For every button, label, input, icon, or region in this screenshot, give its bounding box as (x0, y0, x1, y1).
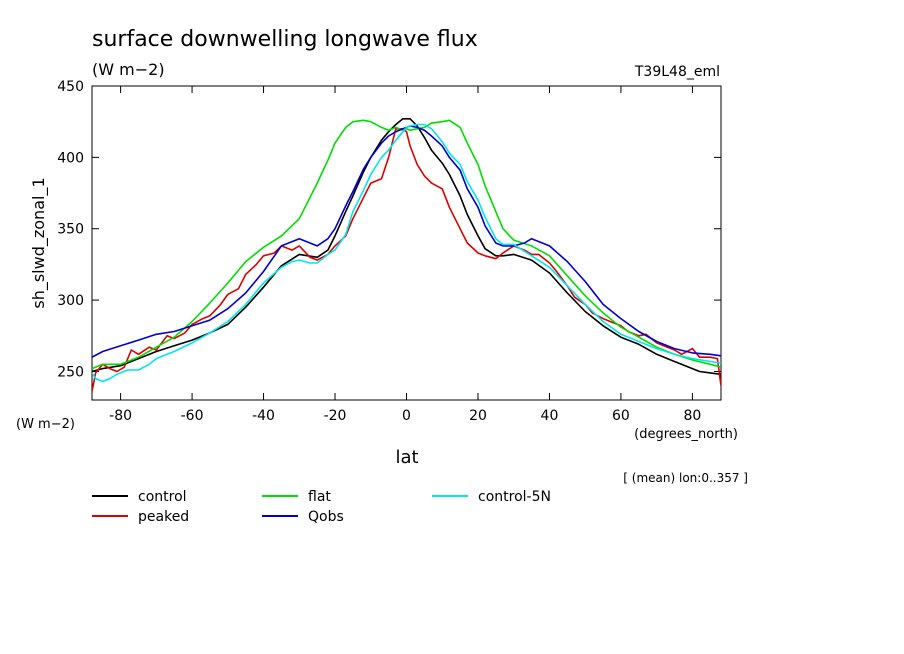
series-line-control-5n (92, 123, 721, 383)
x-tick-label: 20 (469, 408, 487, 424)
series-lines (92, 118, 721, 392)
series-line-qobs (92, 125, 721, 358)
x-axis-units: (degrees_north) (634, 427, 738, 442)
run-label: T39L48_eml (634, 64, 720, 80)
x-tick-label: -20 (324, 408, 347, 424)
y-axis-label: sh_slwd_zonal_1 (29, 177, 49, 308)
y-tick-label: 300 (57, 293, 84, 309)
y-tick-label: 350 (57, 222, 84, 238)
x-tick-label: 40 (541, 408, 559, 424)
y-tick-label: 400 (57, 150, 84, 166)
y-tick-label: 250 (57, 364, 84, 380)
legend-label: flat (308, 489, 331, 505)
legend-label: control (138, 489, 187, 505)
chart-units: (W m−2) (92, 60, 165, 79)
series-line-control (92, 118, 721, 376)
x-tick-label: -40 (252, 408, 275, 424)
legend-label: Qobs (308, 509, 344, 525)
mean-note: [ (mean) lon:0..357 ] (623, 471, 748, 485)
series-line-flat (92, 119, 721, 370)
x-tick-label: 80 (683, 408, 701, 424)
x-tick-label: 60 (612, 408, 630, 424)
legend: control peaked flat Qobs control-5N (92, 489, 551, 525)
y-axis-units: (W m−2) (16, 417, 75, 432)
y-tick-label: 450 (57, 79, 84, 95)
x-tick-label: -80 (109, 408, 132, 424)
x-tick-label: -60 (181, 408, 204, 424)
x-tick-label: 0 (402, 408, 411, 424)
axis-ticks: -80 -60 -40 -20 0 20 40 60 80 250 300 350 400 450 (57, 79, 721, 424)
legend-label: peaked (138, 509, 189, 525)
series-line-peaked (92, 128, 721, 392)
chart-title: surface downwelling longwave flux (92, 27, 478, 52)
legend-label: control-5N (478, 489, 551, 505)
x-axis-label: lat (395, 447, 418, 468)
